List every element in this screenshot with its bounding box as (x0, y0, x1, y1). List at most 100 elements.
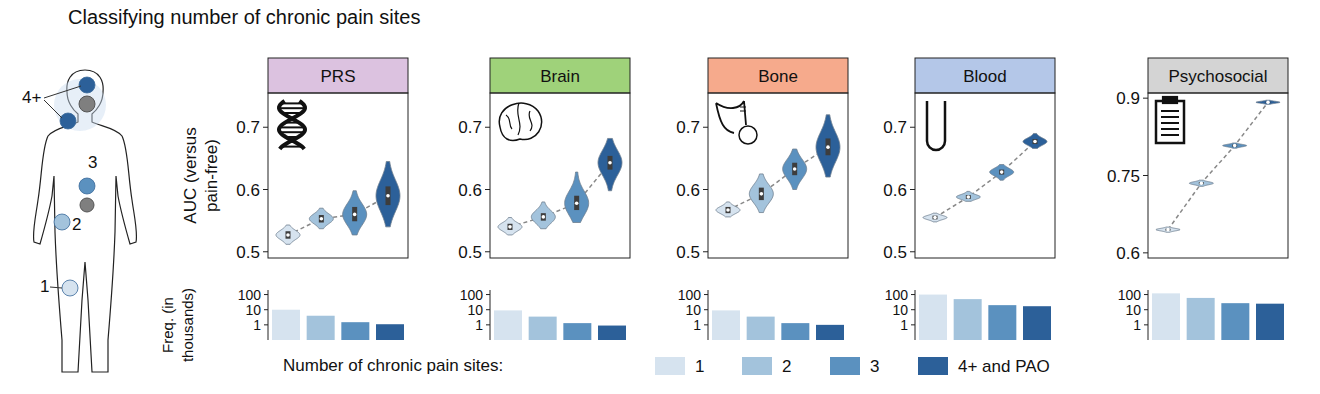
icon-part (740, 107, 746, 111)
marks (276, 161, 400, 244)
iqr-box (319, 215, 324, 222)
legend-label: 2 (782, 357, 791, 376)
icon-part (279, 101, 305, 149)
y-tick-label: 1 (900, 317, 908, 333)
y-tick-label: 0.6 (458, 181, 482, 200)
violin (1023, 133, 1047, 148)
iqr-box (1033, 139, 1038, 144)
iqr-box (966, 195, 971, 199)
icon-part (1161, 128, 1179, 130)
y-tick-label: 10 (685, 302, 701, 318)
y-tick-label: 100 (885, 287, 909, 303)
y-axis-label: AUC (versuspain-free) (181, 127, 221, 223)
y-axis-label: Freq. (inthousands) (159, 288, 196, 362)
panel-header (915, 58, 1055, 93)
iqr-box (541, 213, 546, 220)
violin (783, 149, 807, 189)
iqr-box (933, 216, 938, 220)
bar (747, 317, 775, 340)
iqr-box (352, 207, 357, 221)
median-dot (1266, 100, 1270, 104)
icon-part (1161, 122, 1179, 124)
y-tick-label: 0.6 (676, 181, 700, 200)
median-dot (1233, 144, 1237, 148)
y-tick (485, 127, 490, 128)
y-tick (910, 127, 915, 128)
panel-icon (716, 101, 757, 144)
icon-part (1161, 110, 1179, 112)
y-tick (910, 189, 915, 190)
violin (498, 218, 522, 235)
y-axis-line (1148, 290, 1149, 340)
panel-header (1148, 58, 1288, 93)
y-tick-label: 1 (475, 317, 483, 333)
iqr-box (608, 156, 613, 170)
bar (376, 324, 404, 340)
y-tick-label: 0.5 (236, 243, 260, 262)
y-tick (263, 189, 268, 190)
iqr-box (574, 196, 579, 210)
icon-part (1161, 134, 1179, 136)
iqr-box (1199, 182, 1204, 184)
violin (816, 115, 840, 177)
y-tick (703, 251, 708, 252)
iqr-box (508, 224, 513, 230)
median-dot (1166, 228, 1170, 232)
violin (749, 174, 773, 213)
bar (529, 317, 557, 340)
panel-icon (279, 101, 305, 149)
leader-line (50, 287, 62, 288)
panel-header (268, 58, 408, 93)
y-tick (485, 251, 490, 252)
bar (1256, 304, 1284, 340)
marks (1152, 293, 1284, 340)
y-tick (911, 324, 915, 325)
violin (1189, 180, 1213, 186)
y-tick (486, 309, 490, 310)
pain-site (62, 280, 78, 296)
bar-panel: 110100 (885, 287, 1051, 340)
pain-site-grey (79, 96, 95, 112)
panel-title: Psychosocial (1168, 67, 1267, 86)
y-tick-label: 0.7 (676, 118, 700, 137)
violin-panel: Bone0.50.60.7 (676, 58, 848, 262)
marks (494, 310, 626, 340)
y-tick (1144, 309, 1148, 310)
y-tick-label: 1 (1133, 317, 1141, 333)
marks (272, 310, 404, 340)
violin (309, 208, 333, 229)
median-dot (1033, 140, 1037, 144)
y-tick-label: 0.7 (458, 118, 482, 137)
median-dot (353, 213, 357, 217)
y-tick-label: 10 (892, 302, 908, 318)
y-tick (704, 309, 708, 310)
violin (565, 172, 589, 222)
y-tick (1143, 175, 1148, 176)
y-axis-line (708, 290, 709, 340)
y-tick-label: 0.6 (236, 181, 260, 200)
pain-site (54, 214, 70, 230)
y-tick (1144, 324, 1148, 325)
label-line: Freq. (in (159, 297, 176, 353)
icon-part (1156, 101, 1184, 143)
violin (716, 202, 740, 217)
y-tick-label: 0.7 (883, 118, 907, 137)
body-label: 4+ (22, 88, 41, 107)
label-line: pain-free) (202, 139, 221, 212)
bar (712, 310, 740, 340)
bar (307, 316, 335, 340)
y-tick-label: 0.75 (1107, 167, 1140, 186)
y-tick-label: 100 (1118, 287, 1142, 303)
plot-frame (915, 93, 1055, 258)
y-tick-label: 0.5 (883, 243, 907, 262)
y-tick (486, 324, 490, 325)
violin (990, 165, 1014, 181)
marks (712, 310, 844, 340)
legend-label: 3 (870, 357, 879, 376)
median-dot (575, 201, 579, 205)
legend-label: 4+ and PAO (958, 357, 1050, 376)
leader-line (44, 100, 62, 118)
icon-part (499, 103, 541, 140)
bar (494, 310, 522, 340)
plot-frame (490, 93, 630, 258)
